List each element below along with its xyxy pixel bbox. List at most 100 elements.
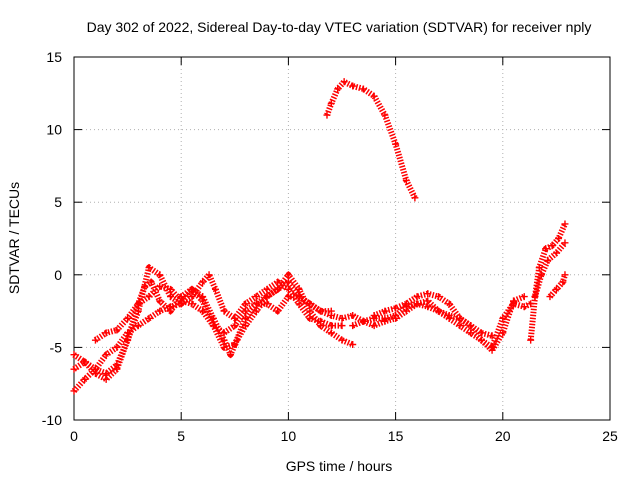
data-point-marker bbox=[349, 322, 357, 330]
data-point-marker bbox=[370, 322, 378, 330]
y-tick-label: 5 bbox=[54, 194, 62, 210]
data-point-marker bbox=[317, 307, 325, 315]
data-point-marker bbox=[81, 358, 89, 366]
data-point-marker bbox=[561, 271, 569, 279]
data-point-marker bbox=[544, 256, 552, 264]
data-point-marker bbox=[145, 314, 153, 322]
series-line bbox=[532, 240, 568, 298]
x-tick-label: 20 bbox=[495, 428, 511, 444]
data-point-marker bbox=[124, 314, 132, 322]
data-point-marker bbox=[548, 242, 556, 250]
data-point-marker bbox=[274, 278, 282, 286]
data-point-marker bbox=[561, 239, 569, 247]
data-point-marker bbox=[70, 387, 78, 395]
data-point-marker bbox=[242, 314, 250, 322]
data-point-marker bbox=[166, 303, 174, 311]
y-axis-label: SDTVAR / TECUs bbox=[6, 182, 22, 294]
data-point-marker bbox=[263, 285, 271, 293]
data-point-marker bbox=[306, 300, 314, 308]
series-track-j bbox=[546, 271, 569, 301]
data-point-marker bbox=[156, 271, 164, 279]
y-tick-label: 10 bbox=[46, 122, 62, 138]
data-series bbox=[70, 78, 569, 395]
data-point-marker bbox=[306, 314, 314, 322]
data-point-marker bbox=[413, 300, 421, 308]
data-point-marker bbox=[156, 297, 164, 305]
axis-ticks bbox=[73, 56, 611, 421]
data-point-marker bbox=[284, 271, 292, 279]
data-point-marker bbox=[317, 317, 325, 325]
data-point-marker bbox=[156, 307, 164, 315]
y-tick-labels: -10 -5 0 5 10 15 bbox=[42, 49, 62, 428]
data-point-marker bbox=[134, 300, 142, 308]
x-tick-label: 5 bbox=[177, 428, 185, 444]
data-point-marker bbox=[445, 311, 453, 319]
data-point-marker bbox=[411, 194, 419, 202]
data-point-marker bbox=[188, 300, 196, 308]
data-point-marker bbox=[323, 111, 331, 119]
data-point-marker bbox=[70, 365, 78, 373]
data-point-marker bbox=[263, 293, 271, 301]
data-point-marker bbox=[263, 300, 271, 308]
data-point-marker bbox=[284, 293, 292, 301]
data-point-marker bbox=[295, 293, 303, 301]
data-point-marker bbox=[199, 297, 207, 305]
series-track-e bbox=[323, 78, 419, 202]
data-point-marker bbox=[370, 311, 378, 319]
x-tick-labels: 0 5 10 15 20 25 bbox=[70, 428, 618, 444]
data-point-marker bbox=[392, 311, 400, 319]
data-point-marker bbox=[467, 322, 475, 330]
data-point-marker bbox=[295, 285, 303, 293]
data-point-marker bbox=[166, 293, 174, 301]
data-point-marker bbox=[231, 340, 239, 348]
y-tick-label: -5 bbox=[50, 339, 63, 355]
data-point-marker bbox=[274, 285, 282, 293]
plot-frame bbox=[73, 56, 611, 421]
data-point-marker bbox=[284, 278, 292, 286]
data-point-marker bbox=[113, 326, 121, 334]
data-point-marker bbox=[381, 314, 389, 322]
data-point-marker bbox=[81, 375, 89, 383]
data-point-marker bbox=[252, 300, 260, 308]
data-point-marker bbox=[359, 317, 367, 325]
data-point-marker bbox=[212, 285, 220, 293]
data-point-marker bbox=[445, 300, 453, 308]
series-track-d bbox=[91, 282, 335, 344]
data-point-marker bbox=[488, 332, 496, 340]
x-tick-label: 10 bbox=[281, 428, 297, 444]
data-point-marker bbox=[227, 351, 235, 359]
data-point-marker bbox=[209, 322, 217, 330]
x-tick-label: 0 bbox=[70, 428, 78, 444]
data-point-marker bbox=[113, 361, 121, 369]
series-line bbox=[93, 283, 332, 343]
data-point-marker bbox=[188, 293, 196, 301]
data-point-marker bbox=[91, 336, 99, 344]
data-point-marker bbox=[102, 370, 110, 378]
data-point-marker bbox=[542, 245, 550, 253]
data-point-marker bbox=[113, 343, 121, 351]
data-point-marker bbox=[231, 314, 239, 322]
data-point-marker bbox=[274, 307, 282, 315]
data-point-marker bbox=[91, 365, 99, 373]
data-point-marker bbox=[188, 285, 196, 293]
data-point-marker bbox=[338, 336, 346, 344]
data-point-marker bbox=[402, 300, 410, 308]
data-point-marker bbox=[199, 307, 207, 315]
data-point-marker bbox=[338, 314, 346, 322]
data-point-marker bbox=[488, 346, 496, 354]
data-point-marker bbox=[124, 329, 132, 337]
data-point-marker bbox=[555, 235, 563, 242]
series-track-g bbox=[370, 290, 528, 354]
data-point-marker bbox=[327, 99, 335, 107]
y-tick-label: 0 bbox=[54, 267, 62, 283]
plot-area bbox=[74, 57, 610, 420]
data-point-marker bbox=[413, 293, 421, 301]
data-point-marker bbox=[520, 293, 528, 301]
grid-lines bbox=[74, 57, 610, 420]
chart-title: Day 302 of 2022, Sidereal Day-to-day VTE… bbox=[87, 19, 592, 35]
series-track-h bbox=[527, 220, 569, 344]
series-line bbox=[71, 271, 342, 394]
data-point-marker bbox=[402, 176, 410, 184]
data-point-marker bbox=[537, 271, 545, 279]
